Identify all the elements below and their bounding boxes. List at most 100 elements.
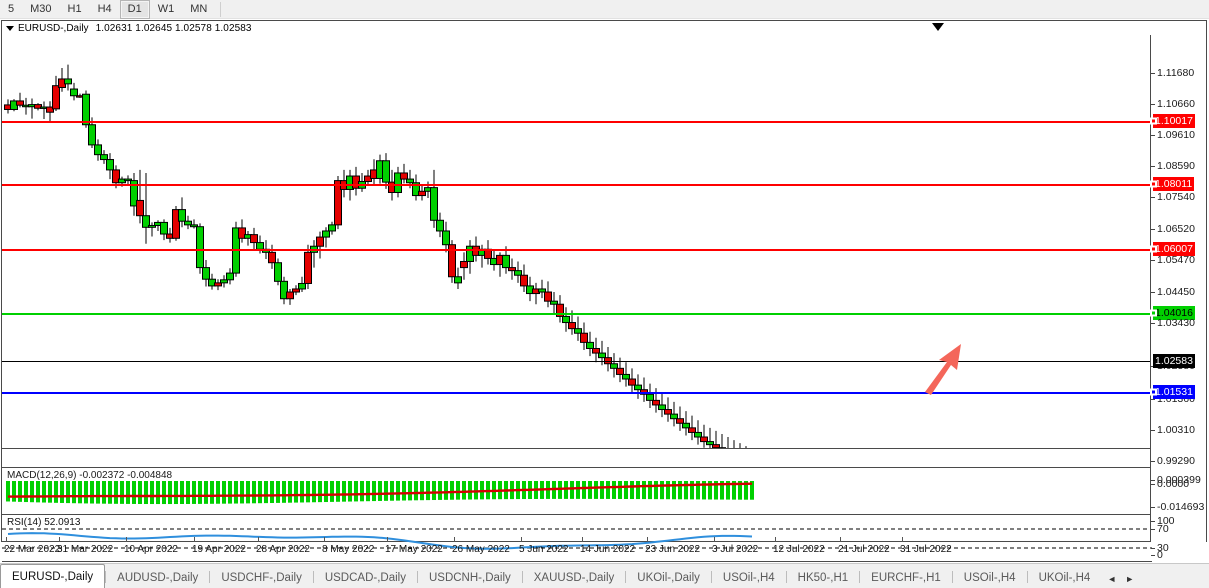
timeframe-button-w1[interactable]: W1 — [157, 3, 175, 15]
indicator-tick — [1151, 555, 1155, 556]
chart-menu-icon[interactable] — [6, 25, 14, 31]
indicator-tick — [1151, 529, 1155, 530]
timeframe-toolbar: 5 M30 H1 H4 D1 W1 MN — [0, 0, 1209, 19]
date-tick — [902, 537, 903, 542]
level-handle[interactable] — [1150, 180, 1157, 188]
symbol-tab-usdcnh--daily[interactable]: USDCNH-,Daily — [428, 571, 511, 584]
date-tick — [775, 537, 776, 542]
price-tick-label: 1.07540 — [1157, 191, 1195, 203]
price-tick-label: 1.05470 — [1157, 254, 1195, 266]
symbol-tab-usoil--h4[interactable]: USOil-,H4 — [722, 571, 775, 584]
level-handle[interactable] — [1150, 245, 1157, 253]
date-label: 14 Jun 2022 — [580, 544, 636, 555]
tab-divider — [859, 571, 861, 583]
symbol-tab-ukoil--daily[interactable]: UKOil-,Daily — [637, 571, 700, 584]
pane-separator-2 — [2, 467, 1152, 468]
level-line-resistance[interactable] — [2, 249, 1152, 251]
price-tick — [1151, 73, 1155, 74]
timeframe-button-h4[interactable]: H4 — [97, 3, 112, 15]
indicator-tick — [1151, 521, 1155, 522]
rsi-canvas — [2, 528, 1152, 550]
symbol-tab-usdchf--daily[interactable]: USDCHF-,Daily — [221, 571, 302, 584]
tab-scroll-controls[interactable]: ◄ ► — [1107, 574, 1134, 588]
candlestick-canvas — [4, 64, 747, 448]
rsi-pane[interactable]: RSI(14) 52.0913 — [2, 516, 1152, 561]
date-tick — [454, 537, 455, 542]
chart-ohlc-values: 1.02631 1.02645 1.02578 1.02583 — [95, 22, 252, 34]
date-tick — [324, 537, 325, 542]
date-tick — [647, 537, 648, 542]
indicator-scale-label: 30 — [1157, 542, 1169, 554]
price-tick — [1151, 229, 1155, 230]
level-price-label[interactable]: 1.06007 — [1153, 242, 1195, 256]
price-tick — [1151, 135, 1155, 136]
symbol-tab-audusd--daily[interactable]: AUDUSD-,Daily — [117, 571, 199, 584]
indicator-tick — [1151, 548, 1155, 549]
date-tick — [840, 537, 841, 542]
level-handle[interactable] — [1150, 117, 1157, 125]
timeframe-button-h1[interactable]: H1 — [67, 3, 82, 15]
price-scale[interactable]: 1.11680 1.10660 1.10017 1.09610 1.08590 1.080… — [1150, 35, 1206, 561]
level-line-entry[interactable] — [2, 392, 1152, 394]
date-label: 26 May 2022 — [452, 544, 510, 555]
price-tick — [1151, 292, 1155, 293]
level-line-support[interactable] — [2, 313, 1152, 315]
price-plot-area[interactable] — [2, 35, 1152, 448]
level-price-label[interactable]: 1.08011 — [1153, 177, 1195, 191]
macd-canvas — [6, 481, 754, 505]
price-tick — [1151, 461, 1155, 462]
level-price-label[interactable]: 1.04016 — [1153, 306, 1195, 320]
price-tick-label: 1.06520 — [1157, 223, 1195, 235]
price-tick — [1151, 323, 1155, 324]
date-tick — [59, 537, 60, 542]
symbol-tab-eurchf--h1[interactable]: EURCHF-,H1 — [871, 571, 941, 584]
symbol-tab-ukoil--h4[interactable]: UKOil-,H4 — [1038, 571, 1091, 584]
symbol-tab-xauusd--daily[interactable]: XAUUSD-,Daily — [533, 571, 615, 584]
macd-label: MACD(12,26,9) -0.002372 -0.004848 — [7, 470, 173, 481]
date-label: 8 May 2022 — [322, 544, 375, 555]
tab-divider — [416, 571, 418, 583]
symbol-tab-usoil--h4[interactable]: USOil-,H4 — [963, 571, 1016, 584]
timeframe-button-m30[interactable]: M30 — [30, 3, 52, 15]
level-handle[interactable] — [1150, 309, 1157, 317]
tab-divider — [105, 571, 107, 583]
symbol-tab-usdcad--daily[interactable]: USDCAD-,Daily — [324, 571, 406, 584]
tab-scroll-prev-icon[interactable]: ◄ — [1107, 574, 1117, 584]
chart-symbol-label: EURUSD-,Daily — [18, 22, 89, 34]
indicator-scale-label: -0.014693 — [1157, 501, 1205, 513]
price-tick — [1151, 430, 1155, 431]
tab-scroll-next-icon[interactable]: ► — [1125, 574, 1135, 584]
pane-separator-3 — [2, 514, 1152, 515]
chart-window: EURUSD-,Daily 1.02631 1.02645 1.02578 1.… — [1, 20, 1207, 562]
level-price-label[interactable]: 1.01531 — [1153, 385, 1195, 399]
indicator-scale-label: 100 — [1157, 515, 1175, 527]
date-label: 28 Apr 2022 — [256, 544, 310, 555]
level-line-resistance[interactable] — [2, 121, 1152, 123]
toolbar-divider — [220, 1, 222, 17]
level-line-resistance[interactable] — [2, 184, 1152, 186]
date-label: 5 Jun 2022 — [519, 544, 569, 555]
indicator-scale-label: 70 — [1157, 523, 1169, 535]
price-tick-label: 1.08590 — [1157, 160, 1195, 172]
price-tick — [1151, 260, 1155, 261]
symbol-tab-eurusd--daily[interactable]: EURUSD-,Daily — [0, 564, 106, 588]
macd-pane[interactable]: MACD(12,26,9) -0.002372 -0.004848 — [2, 469, 1152, 514]
indicator-scale-label: 0 — [1157, 549, 1163, 561]
symbol-tab-hk50--h1[interactable]: HK50-,H1 — [797, 571, 849, 584]
price-tick-label: 1.04450 — [1157, 286, 1195, 298]
level-handle[interactable] — [1150, 388, 1157, 396]
indicator-scale-label: 0.000399 — [1157, 474, 1201, 486]
tab-divider — [1026, 571, 1028, 583]
date-label: 19 Apr 2022 — [192, 544, 246, 555]
price-tick — [1151, 197, 1155, 198]
price-tick-label: 1.09610 — [1157, 129, 1195, 141]
timeframe-button-d1[interactable]: D1 — [119, 0, 150, 19]
current-price-label[interactable]: 1.02583 — [1153, 354, 1195, 368]
timeframe-button-5[interactable]: 5 — [8, 3, 15, 15]
window-marker-icon — [932, 23, 944, 31]
level-line-current[interactable] — [2, 361, 1152, 362]
timeframe-button-mn[interactable]: MN — [190, 3, 208, 15]
indicator-tick — [1151, 484, 1155, 485]
level-price-label[interactable]: 1.10017 — [1153, 114, 1195, 128]
price-tick — [1151, 399, 1155, 400]
